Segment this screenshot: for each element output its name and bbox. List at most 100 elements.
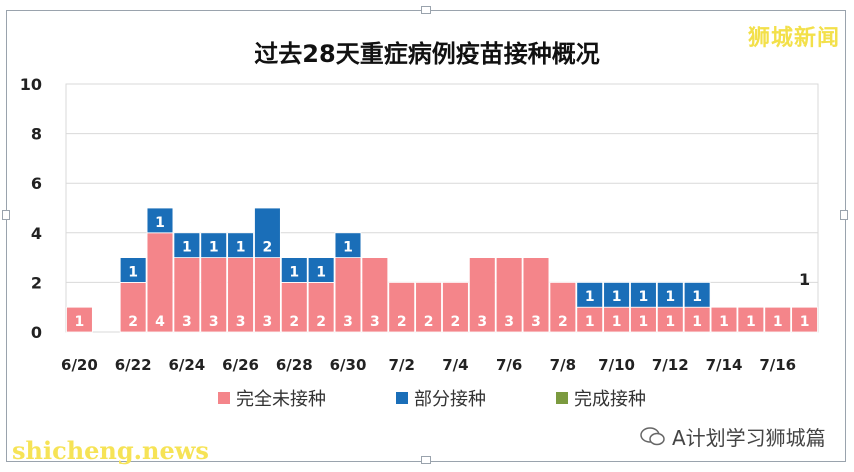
y-tick-label: 10 — [20, 75, 42, 94]
data-label: 1 — [343, 240, 353, 256]
bar-partial — [630, 281, 657, 308]
legend-swatch-unvaccinated — [218, 392, 230, 404]
bar-unvaccinated — [415, 281, 442, 333]
data-label: 2 — [316, 314, 326, 330]
resize-handle-left[interactable] — [2, 210, 10, 220]
x-tick-label: 7/4 — [442, 356, 468, 374]
data-label: 2 — [451, 314, 461, 330]
x-tick-label: 7/10 — [598, 356, 635, 374]
data-label: 1 — [773, 314, 783, 330]
bar-partial — [280, 257, 308, 283]
data-label: 3 — [531, 314, 541, 330]
bar-unvaccinated — [442, 281, 469, 333]
data-label: 4 — [155, 314, 165, 330]
data-label: 3 — [477, 314, 487, 330]
bar-unvaccinated — [630, 306, 657, 333]
legend-label-unvaccinated: 完全未接种 — [236, 389, 326, 410]
data-label: 2 — [263, 240, 273, 256]
bar-unvaccinated — [119, 281, 147, 333]
data-label: 1 — [209, 240, 219, 256]
data-label: 3 — [504, 314, 514, 330]
bar-partial — [603, 281, 630, 308]
x-tick-label: 6/30 — [330, 356, 367, 374]
data-label: 1 — [289, 264, 299, 280]
bar-partial — [307, 257, 335, 283]
data-label: 1 — [800, 314, 810, 330]
bar-unvaccinated — [254, 257, 281, 333]
footer-site-watermark: shicheng.news — [12, 436, 209, 465]
data-label: 1 — [719, 314, 729, 330]
bar-partial — [334, 232, 362, 259]
bar-unvaccinated — [764, 306, 792, 333]
legend-item-unvaccinated: 完全未接种 — [218, 385, 326, 411]
bar-unvaccinated — [227, 257, 254, 333]
watermark-top: 狮城新闻 — [747, 26, 840, 51]
legend: 完全未接种 部分接种 完成接种 — [0, 385, 854, 411]
bar-partial — [683, 281, 711, 308]
bar-unvaccinated — [656, 306, 684, 333]
data-label: 2 — [424, 314, 434, 330]
footer-account-name: A计划学习狮城篇 — [672, 426, 826, 450]
data-label: 1 — [692, 289, 702, 305]
wechat-icon — [640, 426, 665, 445]
footer-wechat-account: A计划学习狮城篇 — [640, 422, 826, 451]
x-tick-label: 7/14 — [706, 356, 743, 374]
y-tick-label: 6 — [31, 174, 42, 193]
bar-unvaccinated — [791, 306, 818, 333]
data-label: 2 — [397, 314, 407, 330]
data-label: 2 — [558, 314, 568, 330]
data-label: 2 — [128, 314, 138, 330]
bar-partial — [576, 281, 604, 308]
bar-partial — [173, 232, 201, 259]
data-label: 1 — [155, 215, 165, 231]
y-tick-label: 2 — [31, 273, 42, 292]
bar-partial — [146, 207, 174, 234]
bar-unvaccinated — [173, 257, 201, 333]
legend-swatch-partial — [396, 392, 408, 404]
resize-handle-right[interactable] — [840, 210, 848, 220]
bar-partial — [656, 281, 684, 308]
annotation-label: 1 — [799, 270, 810, 289]
data-label: 2 — [289, 314, 299, 330]
bar-unvaccinated — [603, 306, 630, 333]
resize-handle-bottom[interactable] — [421, 456, 431, 464]
bar-unvaccinated — [710, 306, 738, 333]
chart-frame — [6, 10, 846, 462]
legend-label-partial: 部分接种 — [414, 389, 486, 410]
data-label: 1 — [639, 314, 649, 330]
data-label: 1 — [316, 264, 326, 280]
data-label: 1 — [585, 289, 595, 305]
data-label: 3 — [370, 314, 380, 330]
resize-handle-top[interactable] — [421, 6, 431, 14]
data-label: 1 — [746, 314, 756, 330]
y-tick-label: 8 — [31, 125, 42, 144]
data-label: 3 — [263, 314, 273, 330]
data-label: 3 — [236, 314, 246, 330]
bar-unvaccinated — [683, 306, 711, 333]
bar-unvaccinated — [522, 257, 550, 333]
data-label: 1 — [692, 314, 702, 330]
x-tick-label: 7/8 — [550, 356, 576, 374]
bar-partial — [119, 257, 147, 283]
x-tick-label: 6/28 — [276, 356, 313, 374]
x-tick-label: 6/26 — [222, 356, 259, 374]
bar-partial — [254, 207, 281, 258]
bar-unvaccinated — [361, 257, 389, 333]
bar-unvaccinated — [549, 281, 577, 333]
x-tick-label: 6/22 — [115, 356, 152, 374]
bar-unvaccinated — [66, 306, 93, 333]
y-tick-label: 0 — [31, 323, 42, 342]
data-label: 3 — [343, 314, 353, 330]
data-label: 1 — [665, 289, 675, 305]
chart-title: 过去28天重症病例疫苗接种概况 — [254, 40, 600, 68]
data-label: 1 — [128, 264, 138, 280]
legend-item-full: 完成接种 — [556, 385, 646, 411]
data-label: 1 — [585, 314, 595, 330]
y-tick-label: 4 — [31, 224, 42, 243]
data-label: 1 — [182, 240, 192, 256]
bar-unvaccinated — [146, 232, 174, 333]
legend-item-partial: 部分接种 — [396, 385, 486, 411]
data-label: 1 — [612, 314, 622, 330]
data-label: 1 — [75, 314, 85, 330]
